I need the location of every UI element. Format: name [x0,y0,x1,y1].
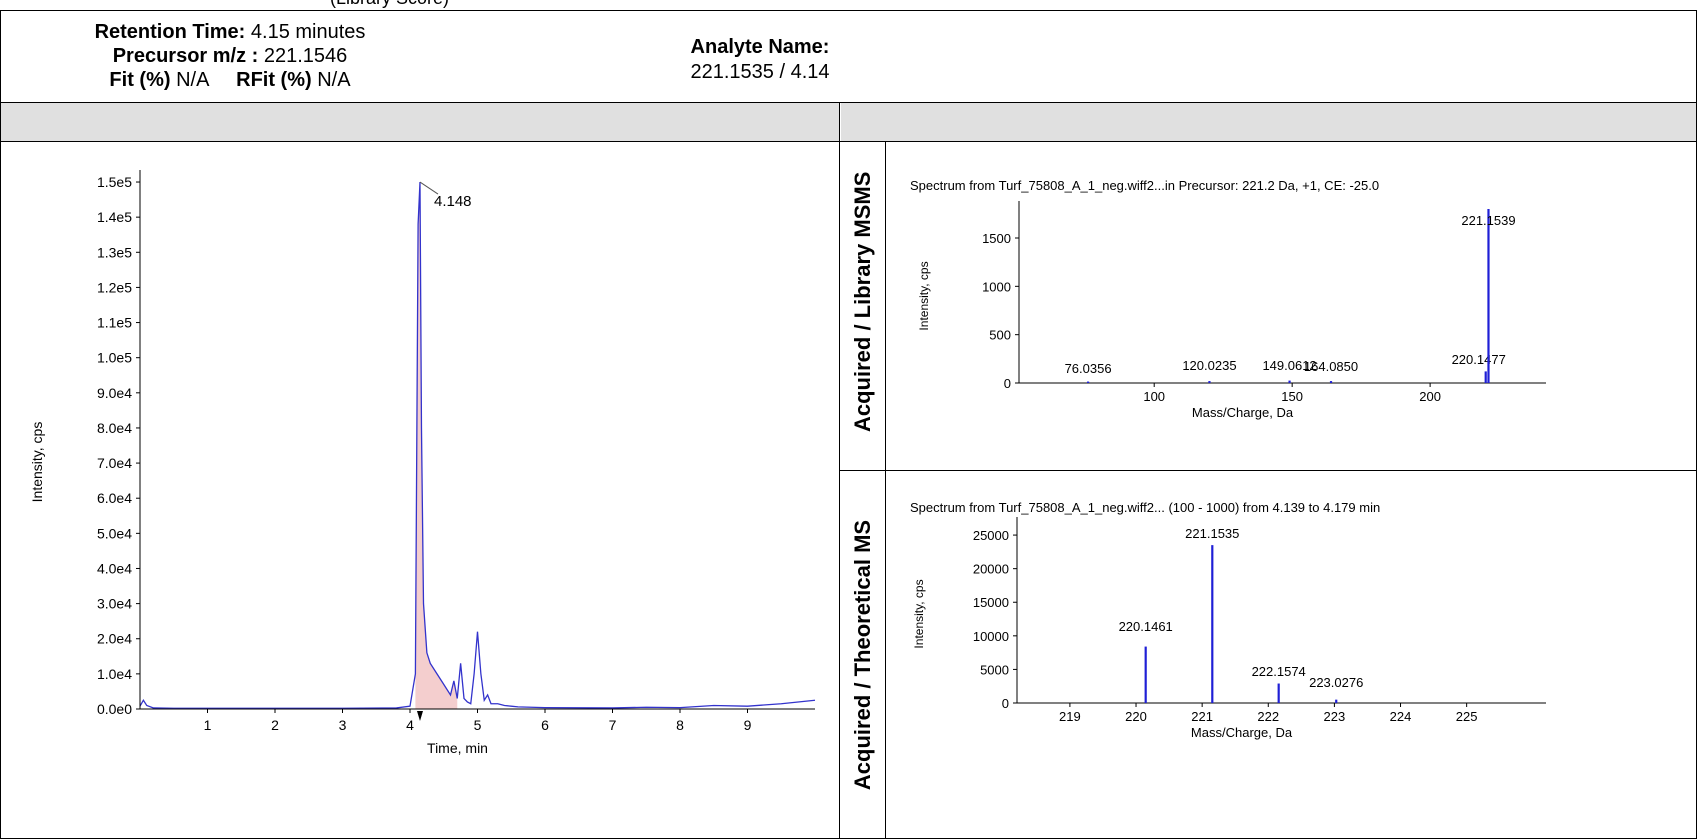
y-tick-label: 15000 [973,595,1009,610]
precursor-value: 221.1546 [263,45,348,67]
xic-chart: 0.0e0 1.0e4 2.0e4 3.0e4 4.0e4 5.0e4 6.0e4 7.0e4… [29,170,816,756]
right-gray-band [841,103,1696,141]
y-tick-label: 1.4e5 [97,209,132,225]
x-tick-label: 3 [339,717,347,733]
peak-mz-label: 220.1477 [1452,352,1506,367]
integrated-peak-area [415,182,458,710]
spectra-divider [840,470,1697,471]
y-tick-label: 0 [1004,376,1011,391]
spectrum-title: Spectrum from Turf_75808_A_1_neg.wiff2..… [910,500,1380,515]
fit-scores: Fit (%) N/A RFit (%) N/A [60,68,400,92]
band-divider [0,141,1697,142]
x-tick-label: 8 [676,717,684,733]
page-title-fragment: (Library Score) [330,0,730,9]
y-tick-label: 5000 [980,662,1009,677]
peak-mz-label: 221.1535 [1185,526,1239,541]
ms-spectrum-chart: Spectrum from Turf_75808_A_1_neg.wiff2..… [910,500,1546,740]
x-tick-label: 9 [744,717,752,733]
y-axis-title: Intensity, cps [917,261,931,330]
y-tick-label: 7.0e4 [97,455,132,471]
peak-mz-label: 164.0850 [1304,359,1358,374]
spectrum-title: Spectrum from Turf_75808_A_1_neg.wiff2..… [910,178,1379,193]
y-tick-label: 2.0e4 [97,631,132,647]
x-axis-title: Time, min [427,740,488,756]
y-tick-label: 1.2e5 [97,279,132,295]
y-tick-label: 3.0e4 [97,596,132,612]
peak-label: 4.148 [434,193,472,210]
x-tick-label: 6 [541,717,549,733]
side-label-library-msms: Acquired / Library MSMS [850,171,875,432]
rfit-label: RFit (%) [236,69,312,91]
analyte-name-label: Analyte Name: [690,36,830,58]
retention-time: Retention Time: 4.15 minutes [60,20,400,44]
apex-marker [416,711,423,721]
peak-mz-label: 120.0235 [1182,358,1236,373]
y-tick-label: 500 [989,328,1011,343]
x-tick-label: 1 [204,717,212,733]
precursor-label: Precursor m/z : [112,45,259,67]
precursor-mz: Precursor m/z : 221.1546 [60,44,400,68]
y-tick-label: 1.0e5 [97,350,132,366]
x-tick-label: 221 [1191,709,1213,724]
y-tick-label: 0 [1002,696,1009,711]
x-tick-label: 2 [271,717,279,733]
peak-mz-label: 221.1539 [1461,213,1515,228]
x-axis-title: Mass/Charge, Da [1191,725,1293,740]
y-tick-label: 4.0e4 [97,560,132,576]
y-axis-title: Intensity, cps [912,579,926,648]
y-tick-label: 0.0e0 [97,701,132,717]
y-tick-label: 9.0e4 [97,385,132,401]
fit-label: Fit (%) [109,69,171,91]
x-tick-label: 219 [1059,709,1081,724]
y-tick-label: 10000 [973,629,1009,644]
y-tick-label: 5.0e4 [97,525,132,541]
x-tick-label: 200 [1419,389,1441,404]
x-tick-label: 224 [1390,709,1412,724]
peak-mz-label: 149.0612 [1262,358,1316,373]
peak-label-leader [419,181,439,195]
y-tick-label: 1.1e5 [97,315,132,331]
analyte-name-value: 221.1535 / 4.14 [690,61,830,83]
y-tick-label: 1.5e5 [97,174,132,190]
peak-mz-label: 222.1574 [1252,664,1306,679]
y-tick-label: 1500 [982,231,1011,246]
y-tick-label: 1000 [982,279,1011,294]
x-axis-title: Mass/Charge, Da [1192,405,1294,420]
y-tick-label: 1.3e5 [97,244,132,260]
retention-value: 4.15 minutes [250,21,366,43]
header-divider [0,102,1697,103]
side-label-divider [885,141,886,839]
x-tick-label: 225 [1456,709,1478,724]
retention-label: Retention Time: [94,21,246,43]
x-tick-label: 222 [1257,709,1279,724]
x-tick-label: 4 [406,717,414,733]
y-axis-title: Intensity, cps [29,422,45,503]
y-tick-label: 25000 [973,528,1009,543]
x-tick-label: 150 [1281,389,1303,404]
x-tick-label: 5 [474,717,482,733]
y-tick-label: 1.0e4 [97,666,132,682]
peak-mz-label: 223.0276 [1309,675,1363,690]
xic-trace [139,181,816,709]
peak-mz-label: 220.1461 [1119,619,1173,634]
rfit-value: N/A [317,69,351,91]
y-tick-label: 8.0e4 [97,420,132,436]
x-tick-label: 100 [1143,389,1165,404]
left-gray-band [1,103,839,141]
column-divider [839,102,840,839]
x-tick-label: 223 [1324,709,1346,724]
fit-value: N/A [176,69,209,91]
side-label-theoretical-ms: Acquired / Theoretical MS [850,519,875,791]
x-tick-label: 220 [1125,709,1147,724]
report-frame [0,10,1697,839]
peak-mz-label: 76.0356 [1065,361,1112,376]
x-tick-label: 7 [609,717,617,733]
y-tick-label: 6.0e4 [97,490,132,506]
y-tick-label: 20000 [973,562,1009,577]
msms-spectrum-chart: Spectrum from Turf_75808_A_1_neg.wiff2..… [910,178,1546,420]
